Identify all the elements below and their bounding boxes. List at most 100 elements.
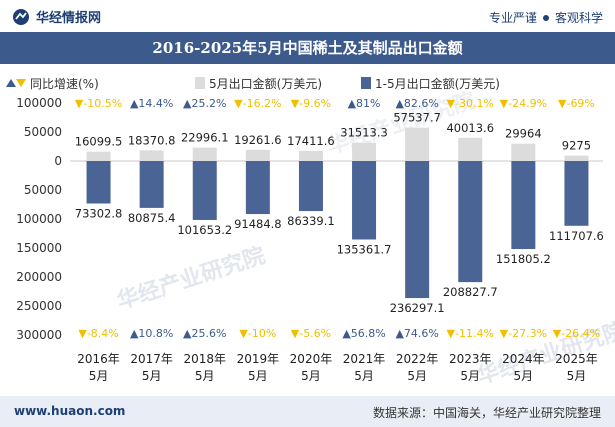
label-cumulative-value: 91484.8 <box>234 217 282 231</box>
x-tick-label-month: 5月 <box>567 369 587 383</box>
growth-monthly-label: ▲82.6% <box>395 97 438 110</box>
growth-monthly-value: -24.9% <box>508 97 547 110</box>
growth-cumulative-value: -8.4% <box>87 327 119 340</box>
bar-cumulative <box>405 161 430 299</box>
x-tick-label-year: 2019年 <box>237 352 280 366</box>
growth-monthly-value: 81% <box>356 97 380 110</box>
legend-cumulative-swatch <box>361 77 371 89</box>
bar-cumulative <box>192 161 217 220</box>
bar-cumulative <box>139 161 164 208</box>
growth-monthly-label: ▼-30.1% <box>447 97 494 110</box>
bar-monthly <box>564 155 589 161</box>
legend-growth-label: 同比增速(%) <box>30 77 99 91</box>
growth-monthly-value: -69% <box>566 97 594 110</box>
growth-up-arrow-icon: ▲ <box>130 327 139 340</box>
brand[interactable]: 华经情报网 <box>12 7 101 26</box>
bar-monthly <box>245 149 270 161</box>
label-monthly-value: 57537.7 <box>393 111 441 125</box>
x-tick-label-month: 5月 <box>301 369 321 383</box>
chart-title: 2016-2025年5月中国稀土及其制品出口金额 <box>152 39 463 57</box>
legend-monthly-label: 5月出口金额(万美元) <box>209 76 322 91</box>
bar-monthly <box>511 143 536 161</box>
growth-up-arrow-icon: ▲ <box>183 97 192 110</box>
label-monthly-value: 16099.5 <box>75 135 123 149</box>
bar-cumulative <box>564 161 589 226</box>
bar-monthly <box>458 137 483 161</box>
growth-monthly-label: ▼-9.6% <box>291 97 331 110</box>
bar-cumulative <box>86 161 111 204</box>
bar-cumulative <box>511 161 536 250</box>
y-tick-label: 100000 <box>16 212 62 226</box>
x-tick-label-year: 2023年 <box>449 352 492 366</box>
growth-down-arrow-icon: ▼ <box>291 97 300 110</box>
growth-monthly-label: ▼-10.5% <box>75 97 122 110</box>
growth-cumulative-value: -27.3% <box>508 327 547 340</box>
growth-monthly-value: -9.6% <box>299 97 331 110</box>
growth-cumulative-label: ▲10.8% <box>130 327 173 340</box>
tagline-dot-icon <box>542 14 549 21</box>
growth-monthly-label: ▼-24.9% <box>500 97 547 110</box>
growth-down-arrow-icon: ▼ <box>234 97 243 110</box>
growth-up-arrow-icon: ▲ <box>342 327 351 340</box>
growth-up-arrow-icon: ▲ <box>348 97 357 110</box>
x-tick-label-month: 5月 <box>142 369 162 383</box>
label-cumulative-value: 86339.1 <box>287 214 335 228</box>
title-bar: 2016-2025年5月中国稀土及其制品出口金额 <box>0 32 615 64</box>
label-cumulative-value: 80875.4 <box>128 211 176 225</box>
tagline: 专业严谨 客观科学 <box>489 9 603 26</box>
footer-url[interactable]: www.huaon.com <box>14 404 126 418</box>
bar-monthly <box>192 147 217 161</box>
growth-cumulative-value: -5.6% <box>299 327 331 340</box>
bar-monthly <box>405 127 430 161</box>
footer-source: 数据来源：中国海关，华经产业研究院整理 <box>372 406 601 420</box>
bar-monthly <box>86 151 111 161</box>
y-tick-label: 200000 <box>16 270 62 284</box>
growth-down-arrow-icon: ▼ <box>78 327 87 340</box>
bar-cumulative <box>245 161 270 215</box>
label-monthly-value: 31513.3 <box>340 126 388 140</box>
growth-cumulative-value: -10% <box>248 327 276 340</box>
y-tick-label: 50000 <box>24 183 62 197</box>
label-monthly-value: 9275 <box>562 139 591 153</box>
x-tick-label-year: 2021年 <box>343 352 386 366</box>
growth-monthly-label: ▲81% <box>348 97 381 110</box>
x-tick-label-month: 5月 <box>354 369 374 383</box>
growth-down-arrow-icon: ▼ <box>558 97 567 110</box>
growth-cumulative-label: ▲25.6% <box>183 327 226 340</box>
growth-down-arrow-icon: ▼ <box>553 327 562 340</box>
growth-monthly-value: 25.2% <box>192 97 227 110</box>
growth-cumulative-value: -11.4% <box>455 327 494 340</box>
growth-cumulative-label: ▼-11.4% <box>447 327 494 340</box>
y-tick-label: 100000 <box>16 96 62 110</box>
x-tick-label-month: 5月 <box>407 369 427 383</box>
growth-monthly-label: ▲14.4% <box>130 97 173 110</box>
y-tick-label: 150000 <box>16 241 62 255</box>
growth-cumulative-label: ▲74.6% <box>395 327 438 340</box>
growth-up-arrow-icon: ▲ <box>395 327 404 340</box>
growth-monthly-label: ▲25.2% <box>183 97 226 110</box>
label-cumulative-value: 236297.1 <box>390 301 445 315</box>
growth-up-arrow-icon: ▲ <box>130 97 139 110</box>
growth-down-arrow-icon: ▼ <box>75 97 84 110</box>
growth-down-arrow-icon: ▼ <box>447 97 456 110</box>
tagline-left: 专业严谨 <box>488 11 537 25</box>
label-monthly-value: 19261.6 <box>234 133 282 147</box>
growth-monthly-value: 82.6% <box>404 97 439 110</box>
y-tick-label: 50000 <box>24 125 62 139</box>
bar-cumulative <box>352 161 377 240</box>
growth-monthly-value: -10.5% <box>83 97 122 110</box>
growth-monthly-label: ▼-69% <box>558 97 595 110</box>
x-tick-label-month: 5月 <box>460 369 480 383</box>
x-tick-label-year: 2017年 <box>130 352 173 366</box>
growth-cumulative-label: ▼-8.4% <box>78 327 118 340</box>
growth-down-arrow-icon: ▼ <box>291 327 300 340</box>
label-monthly-value: 22996.1 <box>181 131 229 145</box>
x-tick-label-month: 5月 <box>514 369 534 383</box>
label-cumulative-value: 208827.7 <box>443 285 498 299</box>
growth-cumulative-label: ▼-26.4% <box>553 327 600 340</box>
bar-cumulative <box>298 161 323 212</box>
bar-cumulative <box>458 161 483 283</box>
top-bar: 华经情报网 专业严谨 客观科学 <box>0 0 615 32</box>
growth-down-arrow-icon: ▼ <box>239 327 248 340</box>
